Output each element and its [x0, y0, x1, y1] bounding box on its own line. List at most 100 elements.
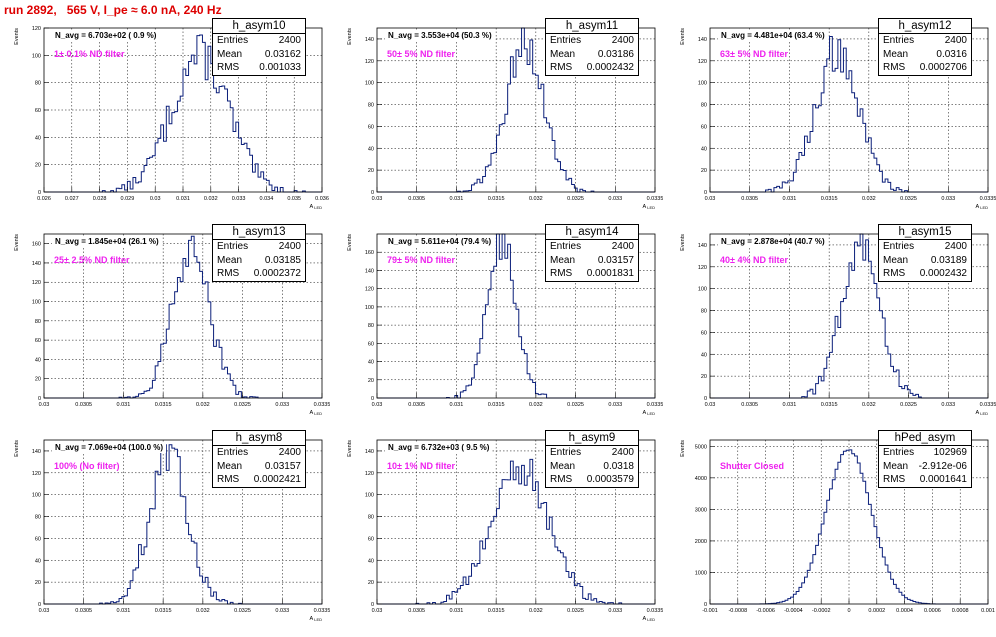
histogram-pad-h_asym12: 0.03 0.0305 0.031 0.0315 0.032 0.0325 0.033 0.0… — [666, 18, 996, 225]
y-tick-label: 80 — [701, 309, 707, 315]
stats-value: 0.03157 — [597, 254, 634, 266]
histogram-plot: 0.03 0.0305 0.031 0.0315 0.032 0.0325 0.033 0.0… — [680, 27, 996, 210]
x-axis-title: ALED — [643, 204, 656, 210]
x-tick-label: -0.0008 — [728, 608, 747, 614]
x-tick-label: 0.0335 — [980, 196, 996, 202]
x-tick-label: 0.0315 — [488, 196, 505, 202]
stats-value: 0.0002706 — [919, 62, 967, 73]
y-tick-label: 140 — [365, 37, 374, 43]
stats-key: Entries — [217, 447, 249, 458]
x-tick-label: 0.029 — [121, 196, 135, 202]
x-tick-label: 0.033 — [941, 196, 955, 202]
x-tick-label: 0.03 — [39, 402, 50, 408]
x-tick-label: 0.033 — [275, 608, 289, 614]
filter-label: 25± 2.5% ND filter — [54, 255, 130, 265]
x-tick-label: 0.033 — [608, 402, 622, 408]
y-axis-title: Events — [680, 234, 686, 251]
x-tick-label: 0.0325 — [234, 608, 251, 614]
y-tick-label: 40 — [368, 360, 374, 366]
x-tick-label: 0.031 — [117, 608, 131, 614]
x-tick-label: 0.031 — [450, 196, 464, 202]
y-tick-label: 60 — [368, 341, 374, 347]
stats-histogram-name: h_asym15 — [879, 225, 971, 240]
x-tick-label: 0.036 — [315, 196, 329, 202]
navg-annotation: N_avg = 6.703e+02 ( 0.9 %) — [52, 30, 160, 41]
stats-box: h_asym11 Entries 2400 Mean 0.03186 RMS 0.00024… — [545, 18, 639, 76]
x-tick-label: 0.0315 — [155, 402, 172, 408]
stats-row-entries: Entries 2400 — [546, 34, 638, 48]
stats-row-mean: Mean 0.0318 — [546, 460, 638, 474]
x-tick-label: 0.0305 — [408, 196, 425, 202]
stats-key: Mean — [550, 460, 576, 472]
y-tick-label: 80 — [368, 103, 374, 109]
stats-value: 2400 — [278, 447, 301, 458]
y-tick-label: 20 — [368, 580, 374, 586]
stats-box: h_asym14 Entries 2400 Mean 0.03157 RMS 0.00018… — [545, 224, 639, 282]
stats-key: RMS — [217, 62, 240, 73]
stats-value: 0.0002372 — [253, 268, 301, 279]
x-axis-title: ALED — [976, 410, 989, 416]
x-tick-label: 0.0325 — [234, 402, 251, 408]
stats-histogram-name: h_asym8 — [213, 431, 305, 446]
histogram-pad-h_asym15: 0.03 0.0305 0.031 0.0315 0.032 0.0325 0.033 0.0… — [666, 224, 996, 431]
filter-label: 50± 5% ND filter — [387, 49, 455, 59]
y-tick-label: 40 — [701, 352, 707, 358]
stats-value: 2400 — [944, 241, 967, 252]
stats-box: h_asym15 Entries 2400 Mean 0.03189 RMS 0.00024… — [878, 224, 972, 282]
stats-key: Mean — [217, 460, 243, 472]
stats-histogram-name: h_asym12 — [879, 19, 971, 34]
y-tick-label: 3000 — [695, 507, 707, 513]
y-tick-label: 140 — [365, 449, 374, 455]
x-tick-label: 0.0315 — [821, 402, 838, 408]
stats-key: RMS — [550, 62, 573, 73]
y-tick-label: 160 — [32, 242, 41, 248]
x-tick-label: 0.031 — [176, 196, 190, 202]
stats-row-mean: Mean 0.03157 — [213, 460, 305, 474]
x-tick-label: 0 — [847, 608, 850, 614]
y-tick-label: 120 — [365, 287, 374, 293]
y-tick-label: 0 — [371, 396, 374, 402]
x-tick-label: -0.001 — [702, 608, 718, 614]
stats-row-entries: Entries 2400 — [213, 240, 305, 254]
y-tick-label: 120 — [698, 265, 707, 271]
histogram-pad-h_asym11: 0.03 0.0305 0.031 0.0315 0.032 0.0325 0.033 0.0… — [333, 18, 663, 225]
stats-row-mean: Mean 0.0316 — [879, 48, 971, 62]
stats-row-rms: RMS 0.001033 — [213, 61, 305, 75]
stats-value: 0.03162 — [264, 48, 301, 60]
x-tick-label: 0.033 — [608, 196, 622, 202]
y-tick-label: 80 — [701, 103, 707, 109]
y-tick-label: 100 — [365, 305, 374, 311]
x-tick-label: -0.0002 — [812, 608, 831, 614]
y-tick-label: 20 — [35, 377, 41, 383]
y-tick-label: 100 — [32, 300, 41, 306]
x-tick-label: -0.0006 — [756, 608, 775, 614]
plot-frame — [43, 439, 323, 605]
x-tick-label: 0.0305 — [75, 608, 92, 614]
y-axis-title: Events — [680, 440, 686, 457]
x-tick-label: 0.034 — [260, 196, 274, 202]
stats-value: 0.0318 — [603, 460, 634, 472]
stats-box: h_asym12 Entries 2400 Mean 0.0316 RMS 0.000270… — [878, 18, 972, 76]
stats-row-entries: Entries 2400 — [546, 446, 638, 460]
x-tick-label: 0.0305 — [408, 402, 425, 408]
y-tick-label: 40 — [35, 558, 41, 564]
x-tick-label: 0.0325 — [900, 196, 917, 202]
stats-row-rms: RMS 0.0001641 — [879, 473, 971, 487]
stats-row-rms: RMS 0.0002432 — [546, 61, 638, 75]
stats-value: 0.03185 — [264, 254, 301, 266]
stats-key: Entries — [550, 241, 582, 252]
stats-row-mean: Mean 0.03185 — [213, 254, 305, 268]
y-tick-label: 80 — [368, 323, 374, 329]
filter-label: 1± 0.1% ND filter — [54, 49, 125, 59]
stats-row-entries: Entries 2400 — [213, 446, 305, 460]
stats-value: 0.0002432 — [919, 268, 967, 279]
filter-label: 100% (No filter) — [54, 461, 120, 471]
stats-key: Entries — [883, 35, 915, 46]
x-tick-label: 0.032 — [196, 608, 210, 614]
y-tick-label: 20 — [35, 163, 41, 169]
y-tick-label: 60 — [35, 536, 41, 542]
stats-key: Entries — [883, 447, 915, 458]
x-tick-label: -0.0004 — [784, 608, 803, 614]
navg-annotation: N_avg = 4.481e+04 (63.4 %) — [718, 30, 828, 41]
stats-key: RMS — [217, 474, 240, 485]
